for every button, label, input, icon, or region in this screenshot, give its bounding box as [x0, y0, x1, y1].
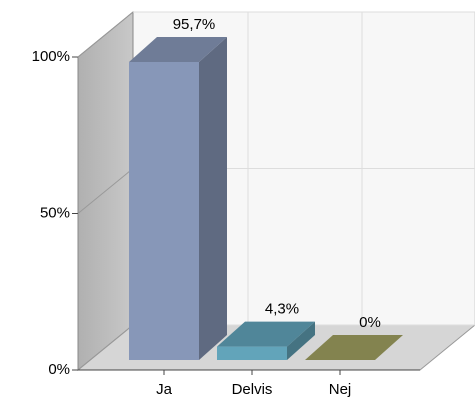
grid-line	[77, 11, 134, 58]
data-label: 4,3%	[265, 301, 299, 318]
bar-top	[305, 335, 403, 360]
y-tick-label: 100%	[32, 48, 70, 65]
bar	[217, 346, 287, 360]
bar-side	[199, 37, 227, 360]
bar-top	[129, 37, 227, 62]
bar-top	[217, 321, 315, 347]
x-tick-label: Delvis	[232, 381, 273, 398]
x-tick-label: Ja	[156, 381, 173, 398]
x-tick-label: Nej	[329, 381, 352, 398]
y-tick-label: 50%	[40, 204, 70, 221]
bar-side	[287, 321, 315, 360]
data-label: 95,7%	[173, 16, 216, 33]
y-tick-label: 0%	[48, 361, 70, 378]
bar	[129, 62, 199, 360]
grid-line	[77, 324, 134, 371]
data-label: 0%	[359, 314, 381, 331]
grid-line	[77, 168, 134, 214]
